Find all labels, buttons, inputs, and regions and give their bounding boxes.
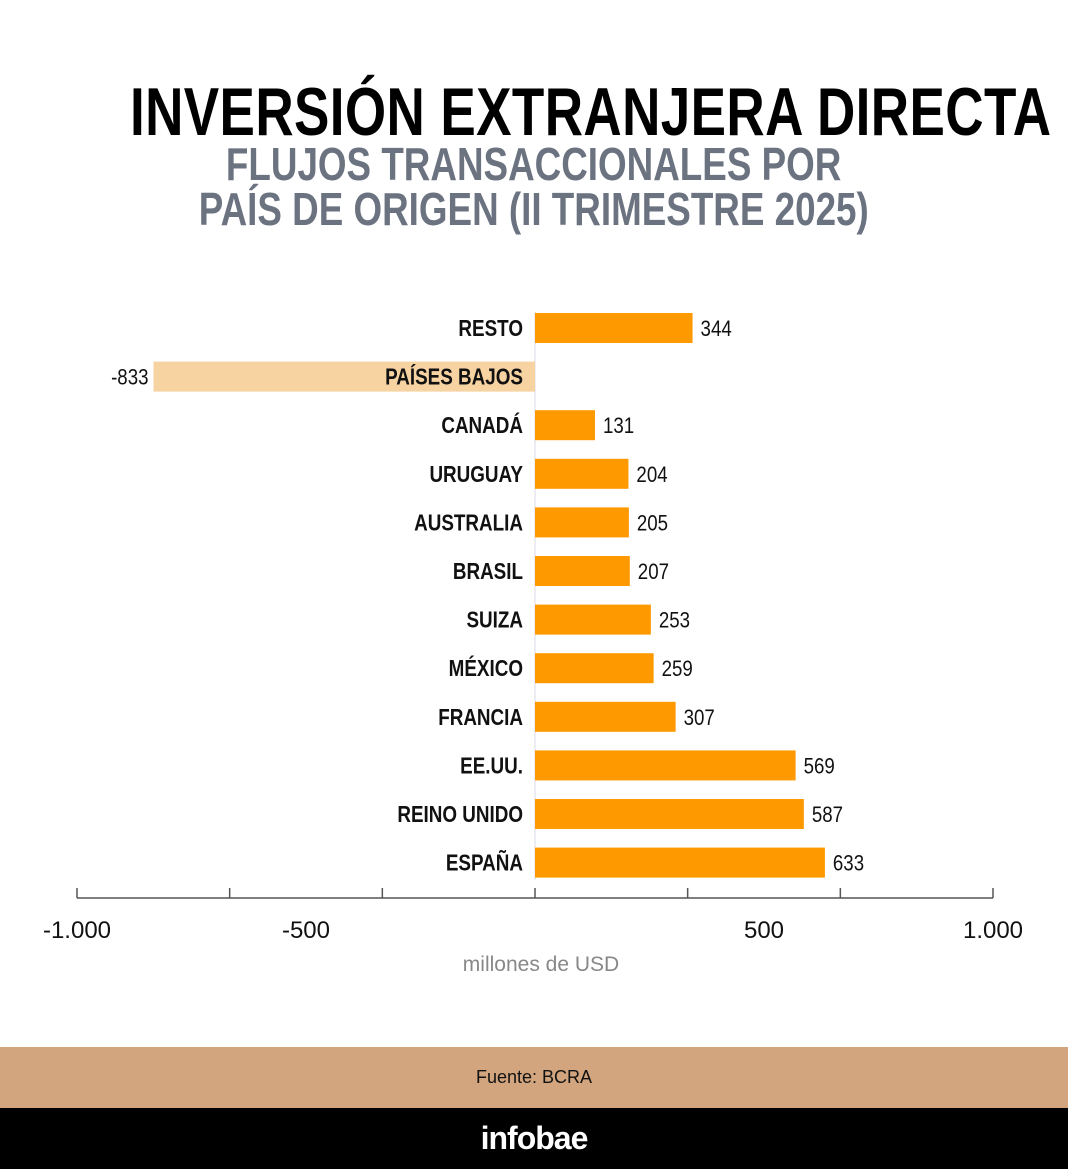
bar-2 xyxy=(535,410,595,441)
category-label: MÉXICO xyxy=(449,657,523,682)
bar-9 xyxy=(535,750,796,781)
value-label: 207 xyxy=(638,561,669,585)
category-label: EE.UU. xyxy=(460,754,523,779)
category-label: REINO UNIDO xyxy=(397,802,523,827)
chart-title: INVERSIÓN EXTRANJERA DIRECTA xyxy=(0,74,1068,150)
category-label: PAÍSES BAJOS xyxy=(385,365,523,390)
bar-11 xyxy=(535,847,825,878)
value-label: 633 xyxy=(833,852,864,876)
bar-4 xyxy=(535,507,629,538)
chart-subtitle-line1: FLUJOS TRANSACCIONALES POR xyxy=(0,138,1068,190)
category-label: AUSTRALIA xyxy=(414,511,523,536)
title-text: INVERSIÓN EXTRANJERA DIRECTA xyxy=(129,74,1052,150)
value-label: 259 xyxy=(662,658,693,682)
bar-1 xyxy=(153,361,535,392)
value-label: 204 xyxy=(636,463,667,487)
infobae-logo: infobae xyxy=(480,1120,589,1156)
footer-brand-bar: infobae xyxy=(0,1108,1068,1169)
chart-subtitle-line2: PAÍS DE ORIGEN (II TRIMESTRE 2025) xyxy=(0,183,1068,235)
source-bar: Fuente: BCRA xyxy=(0,1047,1068,1108)
bar-0 xyxy=(535,313,693,343)
category-label: CANADÁ xyxy=(441,414,523,439)
source-text: Fuente: BCRA xyxy=(475,1067,593,1087)
value-label: 307 xyxy=(684,706,715,730)
subtitle-text-2: PAÍS DE ORIGEN (II TRIMESTRE 2025) xyxy=(198,183,870,235)
value-label: 205 xyxy=(637,512,668,536)
category-label: URUGUAY xyxy=(429,462,523,487)
category-label: FRANCIA xyxy=(438,705,523,730)
bar-3 xyxy=(535,458,629,489)
bar-7 xyxy=(535,653,654,684)
x-tick-label: 1.000 xyxy=(963,917,1023,944)
category-label: SUIZA xyxy=(466,608,523,633)
value-label: -833 xyxy=(111,366,148,390)
category-label: BRASIL xyxy=(453,559,523,584)
value-label: 253 xyxy=(659,609,690,633)
bar-6 xyxy=(535,604,651,635)
bar-chart: RESTO 344 PAÍSES BAJOS -833 CANADÁ 131 URUGUAY… xyxy=(43,312,1023,976)
value-label: 131 xyxy=(603,415,634,439)
x-axis-title: millones de USD xyxy=(463,953,619,976)
value-label: 569 xyxy=(804,755,835,779)
value-label: 344 xyxy=(701,318,732,342)
x-tick-label: 500 xyxy=(744,917,784,944)
subtitle-text-1: FLUJOS TRANSACCIONALES POR xyxy=(226,138,842,190)
category-label: RESTO xyxy=(458,316,523,341)
value-label: 587 xyxy=(812,804,843,828)
x-tick-label: -500 xyxy=(282,917,330,944)
bar-5 xyxy=(535,556,630,586)
x-tick-label: -1.000 xyxy=(43,917,111,944)
bar-10 xyxy=(535,799,804,829)
bar-8 xyxy=(535,701,676,732)
category-label: ESPAÑA xyxy=(446,851,523,876)
